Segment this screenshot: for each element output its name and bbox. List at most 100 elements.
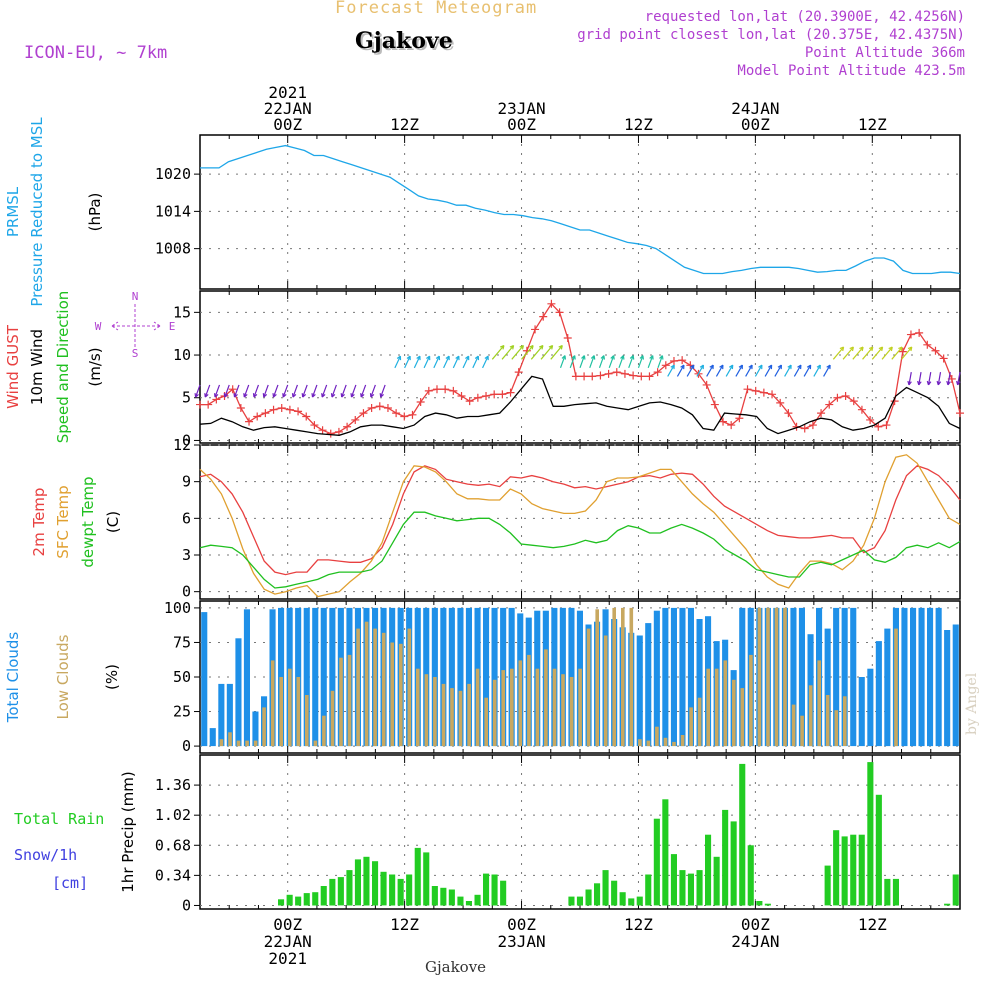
low_clouds-bar	[791, 704, 796, 747]
y-axis-label: Total Clouds	[4, 632, 22, 724]
gust-marker	[212, 395, 221, 404]
total_clouds-bar	[875, 641, 882, 747]
gust-marker	[326, 429, 335, 438]
gust-marker	[588, 372, 597, 381]
wind-direction-arrow	[784, 364, 792, 377]
gust-marker	[294, 407, 303, 416]
total_clouds-bar	[636, 635, 643, 746]
rain-bar	[653, 818, 660, 906]
rain-bar	[867, 762, 874, 906]
total_clouds-bar	[918, 607, 925, 747]
wind-arrow-head	[946, 380, 951, 386]
rain-bar	[406, 874, 413, 906]
total_clouds-bar	[303, 607, 310, 747]
compass-north: N	[132, 290, 139, 303]
total_clouds-bar	[457, 607, 464, 747]
gust-marker	[392, 409, 401, 418]
wind-arrow-head	[262, 393, 268, 398]
low_clouds-bar	[339, 657, 343, 747]
gust-marker	[506, 388, 515, 397]
rain-bar	[465, 901, 472, 906]
wind-direction-arrow	[832, 346, 845, 360]
low_clouds-bar	[706, 668, 710, 747]
total_clouds-bar	[952, 624, 959, 747]
bottom-time-label: 2021	[268, 949, 307, 968]
wind-arrow-head	[484, 355, 489, 361]
low_clouds-bar	[279, 677, 283, 747]
low_clouds-bar	[390, 642, 394, 747]
gust-marker	[580, 372, 589, 381]
wind-direction-arrow	[696, 364, 704, 377]
wind-direction-arrow	[224, 384, 230, 398]
wind-direction-arrow	[341, 384, 347, 398]
footer-location: Gjakove	[425, 958, 487, 976]
wind-direction-arrow	[302, 384, 308, 398]
wind-arrow-head	[888, 346, 893, 352]
gust-marker	[768, 390, 777, 399]
rain-bar	[337, 877, 344, 906]
wind-arrow-head	[465, 355, 470, 361]
wind-arrow-head	[214, 393, 219, 398]
wind-arrow-head	[659, 355, 664, 360]
low_clouds-bar	[680, 735, 685, 747]
wind-arrow-head	[738, 364, 743, 370]
gust-marker	[874, 422, 883, 431]
pressure-line	[200, 144, 961, 275]
wind-direction-arrow	[706, 364, 714, 377]
compass-west: W	[95, 320, 102, 333]
requested-coords: requested lon,lat (20.3900E, 42.4256N)	[644, 9, 965, 25]
low_clouds-bar	[586, 628, 591, 747]
wind-direction-arrow	[321, 384, 328, 398]
wind-arrow-head	[907, 346, 913, 352]
wind-arrow-head	[194, 393, 199, 398]
gust-marker	[269, 405, 278, 414]
rain-bar	[576, 896, 583, 906]
total_clouds-bar	[235, 638, 242, 747]
y-axis-label: Wind GUST	[4, 324, 22, 409]
wind-arrow-head	[777, 364, 782, 370]
wind-arrow-head	[787, 364, 792, 370]
wind-direction-arrow	[282, 384, 289, 398]
low_clouds-bar	[552, 668, 557, 747]
low_clouds-bar	[518, 660, 523, 747]
low_clouds-bar	[843, 696, 847, 746]
y-tick-label: 5	[182, 389, 191, 407]
rain-bar	[756, 901, 763, 906]
gust-marker	[800, 424, 809, 433]
rain-bar	[295, 896, 302, 906]
wind-direction-arrow	[589, 355, 595, 369]
rain-bar	[705, 834, 712, 906]
rain-bar	[764, 903, 771, 906]
wind-direction-arrow	[793, 364, 802, 377]
bottom-time-label: 12Z	[390, 915, 419, 934]
wind-arrow-head	[311, 393, 316, 398]
y-axis-label: Speed and Direction	[54, 291, 72, 444]
gust-marker	[261, 409, 270, 418]
gridpoint-coords: grid point closest lon,lat (20.375E, 42.…	[577, 27, 965, 43]
wind-direction-arrow	[901, 346, 913, 360]
gust-marker	[375, 402, 384, 411]
wind-direction-arrow	[433, 355, 440, 369]
wind-arrow-head	[898, 346, 903, 352]
rain-bar	[414, 847, 421, 906]
gust-marker	[400, 412, 409, 421]
gust-marker	[661, 361, 670, 370]
wind-arrow-head	[416, 355, 421, 361]
wind-arrow-head	[272, 393, 277, 398]
top-time-label: 2021	[268, 83, 307, 102]
gust-marker	[915, 328, 924, 337]
total_clouds-bar	[483, 607, 490, 747]
gust-marker	[351, 415, 360, 424]
low_clouds-bar	[638, 739, 642, 747]
rain-bar	[670, 854, 677, 906]
low_clouds-bar	[595, 609, 599, 747]
low_clouds-bar	[347, 654, 352, 747]
low_clouds-bar	[475, 668, 480, 747]
y-axis-label: 1hr Precip (mm)	[119, 771, 137, 892]
rain-bar	[329, 878, 336, 906]
wind-direction-arrow	[803, 364, 812, 377]
wind-direction-arrow	[598, 355, 605, 369]
rain-bar	[611, 880, 618, 906]
low_clouds-bar	[381, 632, 386, 747]
low_clouds-bar	[808, 685, 813, 747]
